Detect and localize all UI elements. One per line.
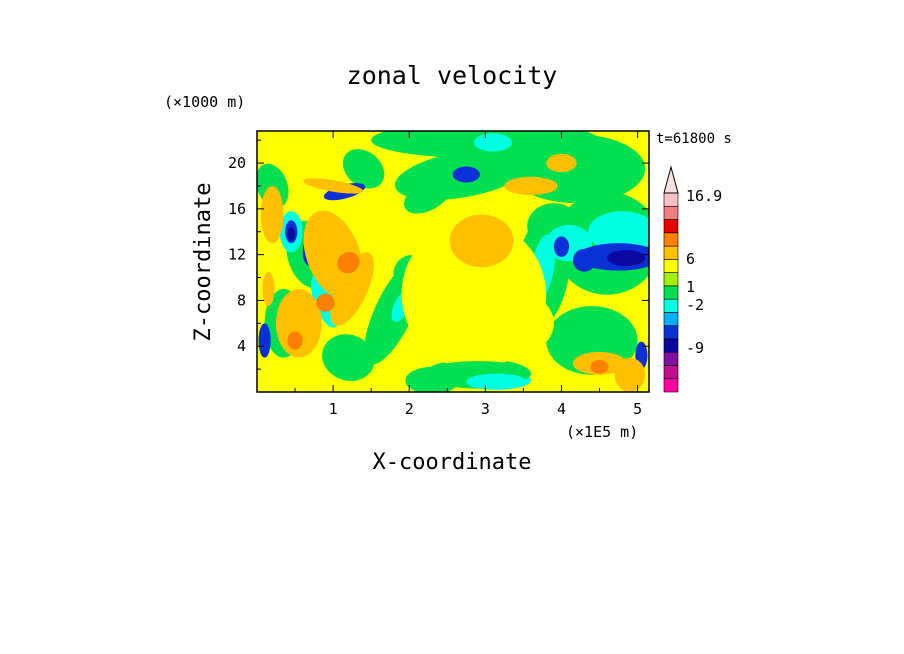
plot-frame — [256, 130, 650, 393]
colorbar-segment — [663, 325, 679, 340]
colorbar-segment — [663, 338, 679, 353]
colorbar-segment — [663, 205, 679, 220]
y-tick-label: 16 — [228, 200, 246, 218]
colorbar-label: -2 — [686, 296, 704, 314]
contour-region — [276, 288, 322, 358]
contour-region — [404, 176, 453, 214]
x-tick-label: 3 — [481, 400, 490, 418]
y-tick-label: 12 — [228, 246, 246, 264]
x-unit-label: (×1E5 m) — [566, 423, 638, 441]
colorbar-segment — [663, 285, 679, 300]
y-tick-label: 8 — [237, 291, 246, 309]
x-tick-label: 1 — [329, 400, 338, 418]
y-tick-label: 20 — [228, 154, 246, 172]
x-axis: 1 2 3 4 5 — [294, 131, 642, 418]
contour-region — [322, 334, 375, 382]
x-axis-label: X-coordinate — [373, 450, 532, 475]
contour-region — [607, 250, 646, 267]
colorbar-label: 16.9 — [686, 187, 722, 205]
colorbar-segment — [663, 219, 679, 234]
colorbar-segment — [663, 351, 679, 366]
y-axis-label: Z-coordinate — [191, 183, 216, 342]
contour-region — [449, 214, 514, 268]
contour-region — [546, 153, 577, 173]
colorbar-segment — [663, 272, 679, 287]
colorbar-segment — [663, 312, 679, 326]
contour-region — [258, 323, 271, 358]
contour-region — [303, 178, 364, 194]
colorbar-segment — [663, 245, 679, 260]
contour-region — [330, 252, 374, 326]
contour-region — [337, 252, 360, 274]
contour-field — [257, 131, 649, 392]
y-unit-label: (×1000 m) — [164, 93, 245, 111]
colorbar-segment — [663, 298, 679, 313]
contour-region — [452, 166, 481, 183]
contour-region — [614, 357, 646, 392]
contour-region — [316, 293, 335, 312]
time-label: t=61800 s — [656, 131, 732, 147]
colorbar-extend-arrow — [663, 165, 679, 194]
colorbar-label: 1 — [686, 278, 695, 296]
chart-title: zonal velocity — [347, 61, 558, 90]
colorbar-segment — [663, 259, 679, 273]
contour-region — [420, 317, 482, 364]
colorbar-segment — [663, 378, 679, 393]
contour-region — [504, 176, 558, 196]
y-axis: 4 8 12 16 20 — [228, 139, 649, 370]
colorbar-label: 6 — [686, 250, 695, 268]
contour-region — [466, 373, 528, 390]
contour-region — [588, 211, 649, 253]
contour-region — [287, 227, 296, 241]
contour-region — [462, 288, 554, 358]
contour-region — [572, 248, 596, 272]
colorbar-segment — [663, 232, 679, 247]
contour-region — [590, 359, 609, 374]
colorbar-segment — [663, 192, 679, 207]
x-tick-label: 4 — [557, 400, 566, 418]
y-tick-label: 4 — [237, 337, 246, 355]
contour-region — [553, 236, 570, 257]
contour-region — [473, 133, 512, 152]
contour-region — [342, 149, 385, 189]
contour-region — [260, 185, 284, 244]
colorbar-segment — [663, 365, 679, 380]
colorbar-label: -9 — [686, 339, 704, 357]
x-tick-label: 5 — [633, 400, 642, 418]
colorbar: 16.9 6 1-2 -9 — [663, 165, 722, 393]
contour-region — [262, 271, 275, 307]
x-tick-label: 2 — [405, 400, 414, 418]
contour-region — [287, 331, 303, 350]
